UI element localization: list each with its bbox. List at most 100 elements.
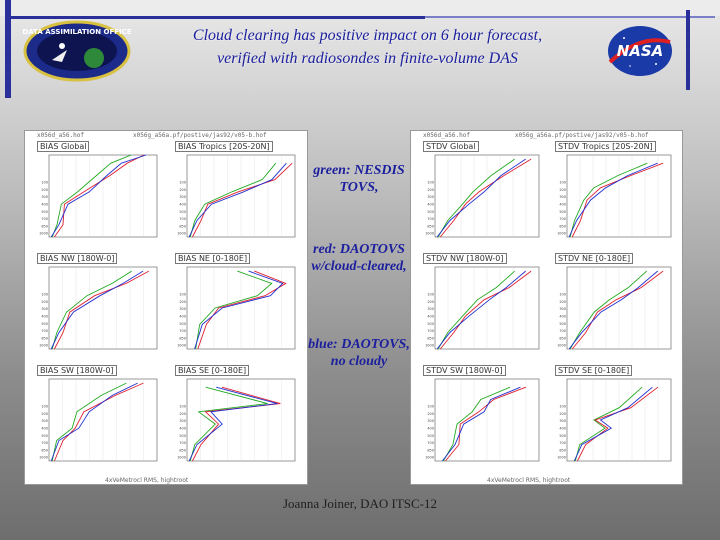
stdv-se-tick-label: 300 — [559, 419, 566, 423]
bias-sw-red-curve — [53, 382, 144, 462]
stdv-ne-chart: 100 200 300 400 500 700 850 1000 — [557, 266, 672, 350]
bias-tropics-tick-label: 400 — [179, 202, 186, 206]
bias-nw-blue-curve — [50, 270, 144, 350]
bias-tropics-tick-label: 100 — [179, 181, 186, 185]
stdv-tropics-green-curve — [569, 162, 648, 238]
stdv-sw-tick-label: 700 — [427, 441, 434, 445]
bias-nw-plot: BIAS NW [180W-0] 100 200 300 400 500 700 850 100… — [35, 253, 161, 363]
bias-sw-chart: 100 200 300 400 500 700 850 1000 — [39, 378, 158, 462]
stdv-se-tick-label: 700 — [559, 441, 566, 445]
stdv-nw-tick-label: 200 — [427, 300, 434, 304]
bias-sw-tick-label: 100 — [41, 405, 48, 409]
bias-sw-tick-label: 500 — [41, 434, 48, 438]
stdv-tropics-red-curve — [571, 162, 664, 238]
bias-panel: x056d_a56.hof x056g_a56a.pf/postive/jas9… — [24, 130, 308, 485]
bias-global-tick-label: 400 — [41, 202, 48, 206]
stdv-global-tick-label: 400 — [427, 202, 434, 206]
bias-nw-chart: 100 200 300 400 500 700 850 1000 — [39, 266, 158, 350]
bias-nw-tick-label: 1000 — [39, 344, 48, 348]
bias-global-tick-label: 1000 — [39, 232, 48, 236]
bias-global-red-curve — [54, 154, 145, 238]
stdv-sw-green-curve — [442, 386, 511, 462]
nasa-logo-text: NASA — [617, 42, 664, 60]
bias-global-green-curve — [51, 154, 132, 238]
bias-nw-tick-label: 700 — [41, 329, 48, 333]
stdv-global-tick-label: 500 — [427, 210, 434, 214]
bias-sw-tick-label: 1000 — [39, 456, 48, 460]
stdv-sw-tick-label: 300 — [427, 419, 434, 423]
bias-sw-title: BIAS SW [180W-0] — [37, 365, 117, 376]
bias-nw-tick-label: 200 — [41, 300, 48, 304]
bias-ne-tick-label: 100 — [179, 293, 186, 297]
stdv-se-blue-curve — [573, 386, 653, 462]
credit-line: Joanna Joiner, DAO ITSC-12 — [282, 496, 437, 511]
bias-ne-tick-label: 300 — [179, 307, 186, 311]
bias-se-tick-label: 1000 — [177, 456, 186, 460]
stdv-nw-tick-label: 400 — [427, 314, 434, 318]
stdv-tropics-title: STDV Tropics [20S-20N] — [555, 141, 656, 152]
bias-se-title: BIAS SE [0-180E] — [175, 365, 250, 376]
stdv-ne-tick-label: 200 — [559, 300, 566, 304]
bias-ne-chart: 100 200 300 400 500 700 850 1000 — [177, 266, 296, 350]
stdv-global-plot: STDV Global 100 200 300 400 500 700 850 1000 — [421, 141, 543, 251]
stdv-ne-tick-label: 700 — [559, 329, 566, 333]
bias-nw-tick-label: 100 — [41, 293, 48, 297]
bias-tropics-tick-label: 300 — [179, 195, 186, 199]
bias-se-green-curve — [189, 386, 268, 462]
stdv-global-tick-label: 300 — [427, 195, 434, 199]
bias-sw-blue-curve — [50, 382, 138, 462]
bias-ne-red-curve — [197, 270, 287, 350]
stdv-sw-tick-label: 500 — [427, 434, 434, 438]
bias-sw-tick-label: 300 — [41, 419, 48, 423]
bias-tropics-red-curve — [192, 162, 293, 238]
stdv-nw-tick-label: 700 — [427, 329, 434, 333]
bias-nw-tick-label: 850 — [41, 336, 48, 340]
bias-ne-title: BIAS NE [0-180E] — [175, 253, 251, 264]
stdv-se-tick-label: 400 — [559, 426, 566, 430]
slide-title: Cloud clearing has positive impact on 6 … — [130, 24, 605, 70]
bias-nw-tick-label: 400 — [41, 314, 48, 318]
legend-green: green: NESDIS TOVS, — [313, 163, 405, 195]
bias-nw-red-curve — [54, 270, 150, 350]
stdv-sw-chart: 100 200 300 400 500 700 850 1000 — [425, 378, 540, 462]
bias-tropics-tick-label: 850 — [179, 224, 186, 228]
bias-se-tick-label: 200 — [179, 412, 186, 416]
bias-sw-tick-label: 850 — [41, 448, 48, 452]
stdv-ne-blue-curve — [568, 270, 658, 350]
bias-se-tick-label: 500 — [179, 434, 186, 438]
legend-red: red: DAOTOVS w/cloud-cleared, — [311, 242, 407, 274]
stdv-se-tick-label: 100 — [559, 405, 566, 409]
stdv-ne-red-curve — [571, 270, 664, 350]
dao-logo: DATA ASSIMILATION OFFICE — [22, 20, 132, 82]
bias-ne-green-curve — [195, 270, 273, 350]
bias-global-blue-curve — [50, 154, 147, 238]
bias-tropics-tick-label: 500 — [179, 210, 186, 214]
stdv-se-tick-label: 850 — [559, 448, 566, 452]
bias-ne-plot: BIAS NE [0-180E] 100 200 300 400 500 700 850 100… — [173, 253, 299, 363]
stdv-sw-title: STDV SW [180W-0] — [423, 365, 506, 376]
stdv-footer: 4xVeMetrocl RMS, hightroot — [487, 477, 571, 484]
legend-blue: blue: DAOTOVS, no cloudy — [308, 337, 410, 369]
bias-sw-tick-label: 400 — [41, 426, 48, 430]
left-accent-bar — [5, 0, 11, 98]
bias-ne-tick-label: 400 — [179, 314, 186, 318]
stdv-sw-red-curve — [445, 386, 527, 462]
stdv-sw-blue-curve — [441, 386, 521, 462]
bias-tropics-green-curve — [189, 162, 277, 238]
stdv-se-green-curve — [574, 386, 643, 462]
stdv-ne-tick-label: 1000 — [557, 344, 566, 348]
stdv-tropics-tick-label: 300 — [559, 195, 566, 199]
bias-se-plot: BIAS SE [0-180E] 100 200 300 400 500 700 850 100… — [173, 365, 299, 475]
stdv-tropics-plot: STDV Tropics [20S-20N] 100 200 300 400 500 700… — [553, 141, 675, 251]
bias-sw-plot: BIAS SW [180W-0] 100 200 300 400 500 700 850 100… — [35, 365, 161, 475]
stdv-sw-tick-label: 100 — [427, 405, 434, 409]
bias-global-tick-label: 300 — [41, 195, 48, 199]
bias-global-tick-label: 700 — [41, 217, 48, 221]
title-line-2: verified with radiosondes in finite-volu… — [217, 50, 518, 67]
stdv-file-left: x056d_a56.hof — [423, 132, 470, 139]
stdv-nw-tick-label: 300 — [427, 307, 434, 311]
bias-nw-tick-label: 300 — [41, 307, 48, 311]
bias-nw-green-curve — [51, 270, 132, 350]
stdv-sw-tick-label: 850 — [427, 448, 434, 452]
stdv-ne-green-curve — [569, 270, 648, 350]
